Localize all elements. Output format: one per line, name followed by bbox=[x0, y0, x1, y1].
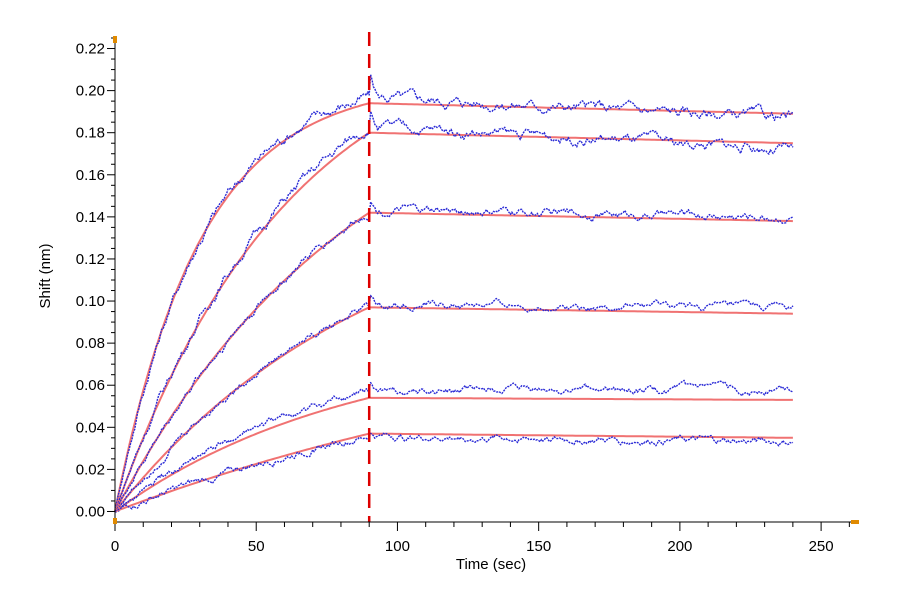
y-tick-label: 0.04 bbox=[76, 419, 105, 436]
x-tick-label: 0 bbox=[111, 538, 119, 555]
measured-curve-11 bbox=[114, 432, 794, 513]
x-tick-label: 250 bbox=[809, 538, 834, 555]
origin-marker bbox=[113, 518, 117, 524]
y-tick-label: 0.08 bbox=[76, 335, 105, 352]
y-tick-label: 0.10 bbox=[76, 293, 105, 310]
y-tick-label: 0.20 bbox=[76, 83, 105, 100]
y-tick-label: 0.02 bbox=[76, 461, 105, 478]
y-tick-label: 0.06 bbox=[76, 377, 105, 394]
y-tick-label: 0.18 bbox=[76, 125, 105, 142]
y-tick-label: 0.12 bbox=[76, 251, 105, 268]
y-tick-label: 0.14 bbox=[76, 209, 105, 226]
x-tick-label: 50 bbox=[248, 538, 265, 555]
fit-curve-6 bbox=[114, 306, 793, 513]
axes-group: 0 50 100 150 200 250 0.00 0.02 0.04 0.06 0.08 0.10 0… bbox=[76, 36, 859, 555]
y-axis-label: Shift (nm) bbox=[37, 243, 54, 308]
measured-curve-5 bbox=[114, 201, 794, 513]
fit-curve-8 bbox=[114, 396, 793, 513]
x-tick-label: 200 bbox=[667, 538, 692, 555]
x-axis-label: Time (sec) bbox=[456, 556, 526, 573]
fit-curve-2 bbox=[114, 131, 793, 512]
y-tick-label: 0.16 bbox=[76, 167, 105, 184]
measured-curve-3 bbox=[114, 110, 794, 512]
measured-curve-7 bbox=[114, 294, 794, 512]
measured-curve-1 bbox=[114, 73, 794, 513]
series-group bbox=[114, 73, 794, 513]
y-axis-end-marker bbox=[113, 36, 117, 43]
fit-curve-10 bbox=[114, 432, 793, 513]
x-tick-label: 100 bbox=[385, 538, 410, 555]
x-tick-label: 150 bbox=[526, 538, 551, 555]
y-tick-label: 0.22 bbox=[76, 41, 105, 58]
measured-curve-9 bbox=[114, 379, 794, 513]
y-tick-label: 0.00 bbox=[76, 503, 105, 520]
fit-curve-4 bbox=[114, 211, 793, 512]
x-axis-end-marker bbox=[851, 520, 859, 524]
